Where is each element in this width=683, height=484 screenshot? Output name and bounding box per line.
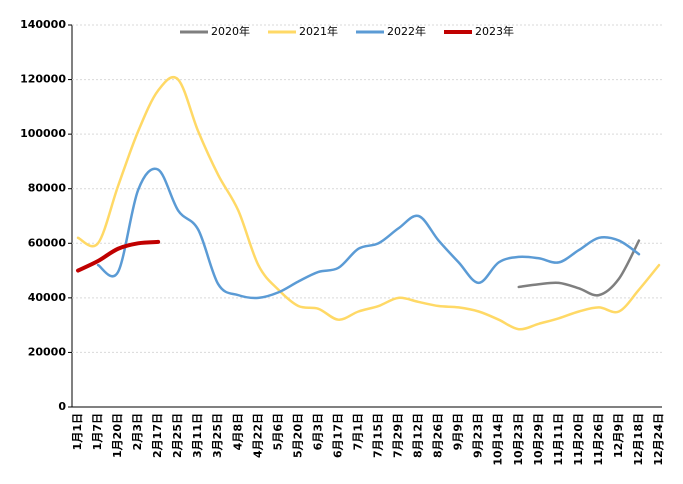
x-tick-label: 4月22日 [251,413,264,458]
series-line [517,239,641,297]
x-tick-label: 9月23日 [472,413,485,458]
legend-label: 2020年 [211,24,250,38]
y-tick-label: 140000 [20,18,66,31]
series-line [76,75,661,331]
y-tick-label: 20000 [28,345,67,358]
series-line [76,239,161,273]
y-tick-label: 80000 [28,182,67,195]
y-tick-label: 0 [58,400,66,413]
y-tick-label: 120000 [20,73,66,86]
x-tick-label: 7月29日 [392,413,405,458]
x-tick-label: 8月26日 [432,413,445,458]
x-tick-label: 6月17日 [331,413,344,458]
y-tick-label: 60000 [28,236,67,249]
x-tick-label: 12月18日 [632,413,645,466]
x-tick-label: 5月20日 [291,413,304,458]
y-tick-label: 40000 [28,291,67,304]
x-tick-label: 2月17日 [151,413,164,458]
x-tick-label: 1月7日 [91,413,104,450]
y-tick-label: 100000 [20,127,66,140]
x-tick-label: 11月26日 [592,413,605,466]
x-tick-label: 3月25日 [211,413,224,458]
x-tick-label: 10月29日 [532,413,545,466]
legend-label: 2022年 [387,24,426,38]
x-tick-label: 10月23日 [512,413,525,466]
x-tick-label: 12月9日 [612,413,625,458]
x-tick-label: 1月20日 [111,413,124,458]
x-tick-label: 2月3日 [131,413,144,450]
series-line [96,167,641,300]
x-tick-label: 9月9日 [452,413,465,450]
legend-label: 2021年 [299,24,338,38]
x-tick-label: 11月20日 [572,413,585,466]
legend-label: 2023年 [475,24,514,38]
x-tick-label: 5月6日 [271,413,284,450]
x-tick-label: 2月25日 [171,413,184,458]
x-tick-label: 7月15日 [372,413,385,458]
x-tick-label: 7月1日 [351,413,364,450]
x-tick-label: 8月12日 [412,413,425,458]
x-tick-label: 3月11日 [191,413,204,458]
x-tick-label: 1月1日 [71,413,84,450]
x-tick-label: 6月3日 [311,413,324,450]
x-tick-label: 11月11日 [552,413,565,466]
x-tick-label: 12月24日 [652,413,665,466]
x-tick-label: 4月8日 [231,413,244,450]
x-tick-label: 10月14日 [492,413,505,466]
